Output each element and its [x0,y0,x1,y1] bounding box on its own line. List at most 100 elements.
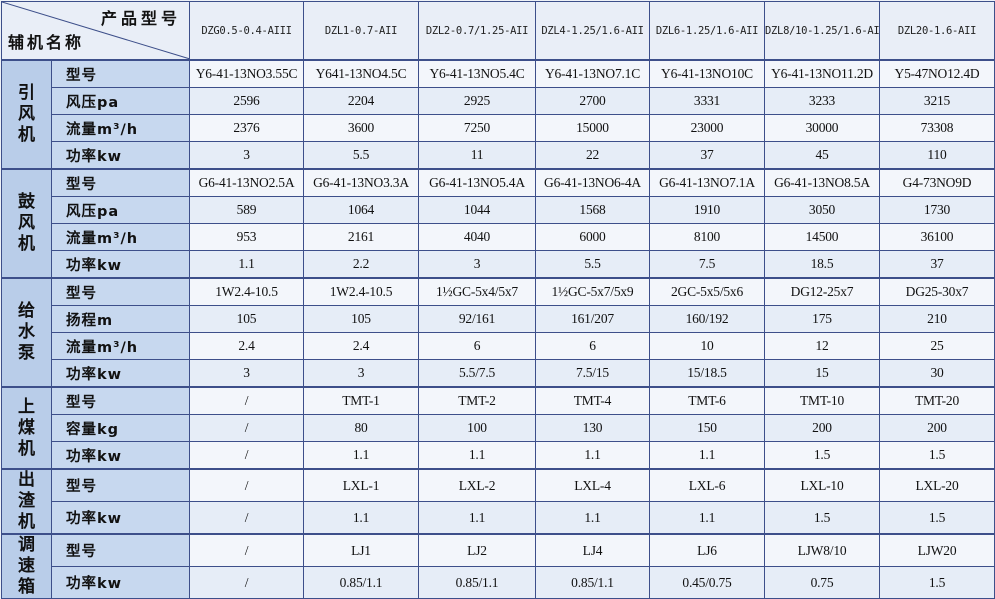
table-cell: / [189,386,304,415]
table-row: 功率kw 1.1 2.2 3 5.5 7.5 18.5 37 [2,250,995,279]
table-row: 流量m³/h 953 2161 4040 6000 8100 14500 36100 [2,223,995,251]
table-cell: 130 [535,414,650,442]
table-cell: Y6-41-13NO11.2D [764,59,880,88]
table-cell: LJ6 [649,533,765,568]
group-name: 引风机 [18,83,35,145]
table-cell: 30 [879,359,995,388]
table-row: 容量kg/80 100 130 150 200 200 [2,414,995,442]
table-cell: 92/161 [418,305,536,333]
table-row: 风压pa 589 1064 1044 1568 1910 3050 1730 [2,196,995,224]
table-row: 上煤机 型号 / TMT-1 TMT-2 TMT-4 TMT-6 TMT-10 TMT-20 [1,386,995,470]
parameter-label: 风压pa [51,87,190,115]
table-cell: 15/18.5 [649,359,765,388]
table-cell: 161/207 [535,305,650,333]
table-cell: Y6-41-13NO3.55C [189,59,304,88]
table-cell: 1.1 [535,501,650,535]
table-cell: 1730 [879,196,995,224]
table-cell: 3215 [879,87,995,115]
table-cell: LJ2 [418,533,536,568]
table-cell: 175 [764,305,880,333]
table-cell: 1.5 [764,501,880,535]
table-cell: 1W2.4-10.5 [189,277,304,306]
diagonal-header-cell: 产品型号 辅机名称 [1,1,190,61]
table-cell: 1.5 [879,566,995,599]
table-cell: 14500 [764,223,880,251]
table-cell: 36100 [879,223,995,251]
table-cell: 589 [189,196,304,224]
table-cell: 15000 [535,114,650,142]
table-cell: 200 [764,414,880,442]
table-cell: DG12-25x7 [764,277,880,306]
table-cell: 23000 [649,114,765,142]
table-cell: G6-41-13NO6-4A [535,168,650,197]
table-cell: 5.5 [535,250,650,279]
table-cell: 4040 [418,223,536,251]
table-cell: 160/192 [649,305,765,333]
table-cell: Y641-13NO4.5C [303,59,419,88]
table-row: 功率kw/1.1 1.1 1.1 1.1 1.5 1.5 [2,441,995,470]
table-row: 扬程m 105 105 92/161 161/207 160/192 175 210 [2,305,995,333]
table-row: 流量m³/h 2.4 2.4 6 6 10 12 25 [2,332,995,360]
parameter-label: 流量m³/h [51,114,190,142]
table-cell: 2.4 [189,332,304,360]
table-cell: 80 [303,414,419,442]
parameter-label: 功率kw [51,141,190,170]
model-header-cell: DZL6-1.25/1.6-AII [649,1,765,61]
table-cell: 18.5 [764,250,880,279]
table-cell: 7250 [418,114,536,142]
parameter-label: 型号 [51,168,190,197]
table-cell: 1W2.4-10.5 [303,277,419,306]
table-cell: 0.85/1.1 [535,566,650,599]
table-cell: LXL-20 [879,468,995,502]
table-cell: 2161 [303,223,419,251]
header-row: 产品型号 辅机名称 DZG0.5-0.4-AIII DZL1-0.7-AII D… [1,1,995,61]
table-cell: 73308 [879,114,995,142]
parameter-label: 型号 [51,59,190,88]
table-cell: 1.1 [418,501,536,535]
table-cell: 37 [649,141,765,170]
model-header-cell: DZL4-1.25/1.6-AII [535,1,650,61]
group-name: 调速箱 [18,535,35,597]
parameter-label: 风压pa [51,196,190,224]
table-cell: 37 [879,250,995,279]
table-cell: 953 [189,223,304,251]
table-cell: 2.4 [303,332,419,360]
group-name-cell: 给水泵 [1,277,52,388]
table-cell: 2.2 [303,250,419,279]
table-cell: 105 [303,305,419,333]
table-cell: LJ1 [303,533,419,568]
table-cell: / [189,441,304,470]
table-cell: 6 [418,332,536,360]
table-cell: 3600 [303,114,419,142]
parameter-label: 功率kw [51,250,190,279]
table-cell: 8100 [649,223,765,251]
group-name-cell: 出渣机 [1,468,52,535]
table-cell: TMT-1 [303,386,419,415]
table-cell: / [189,501,304,535]
table-cell: TMT-10 [764,386,880,415]
model-header-cell: DZG0.5-0.4-AIII [189,1,304,61]
table-cell: / [189,468,304,502]
table-cell: / [189,533,304,568]
table-cell: LJW8/10 [764,533,880,568]
model-header-cell: DZL20-1.6-AII [879,1,995,61]
table-cell: 5.5 [303,141,419,170]
group-name-cell: 引风机 [1,59,52,170]
table-cell: LXL-1 [303,468,419,502]
table-cell: / [189,566,304,599]
table-cell: 1.1 [418,441,536,470]
parameter-label: 功率kw [51,441,190,470]
parameter-label: 型号 [51,277,190,306]
table-cell: 15 [764,359,880,388]
table-cell: Y6-41-13NO10C [649,59,765,88]
table-cell: 7.5/15 [535,359,650,388]
table-cell: 1568 [535,196,650,224]
table-cell: LXL-2 [418,468,536,502]
table-cell: 3331 [649,87,765,115]
table-row: 调速箱 型号 / LJ1 LJ2 LJ4 LJ6 LJW8/10 LJW20 [1,533,995,599]
parameter-label: 功率kw [51,359,190,388]
table-cell: 6 [535,332,650,360]
parameter-label: 功率kw [51,501,190,535]
table-row: 鼓风机 型号 G6-41-13NO2.5A G6-41-13NO3.3A G6-41-1… [1,168,995,279]
group-name: 上煤机 [18,396,35,459]
